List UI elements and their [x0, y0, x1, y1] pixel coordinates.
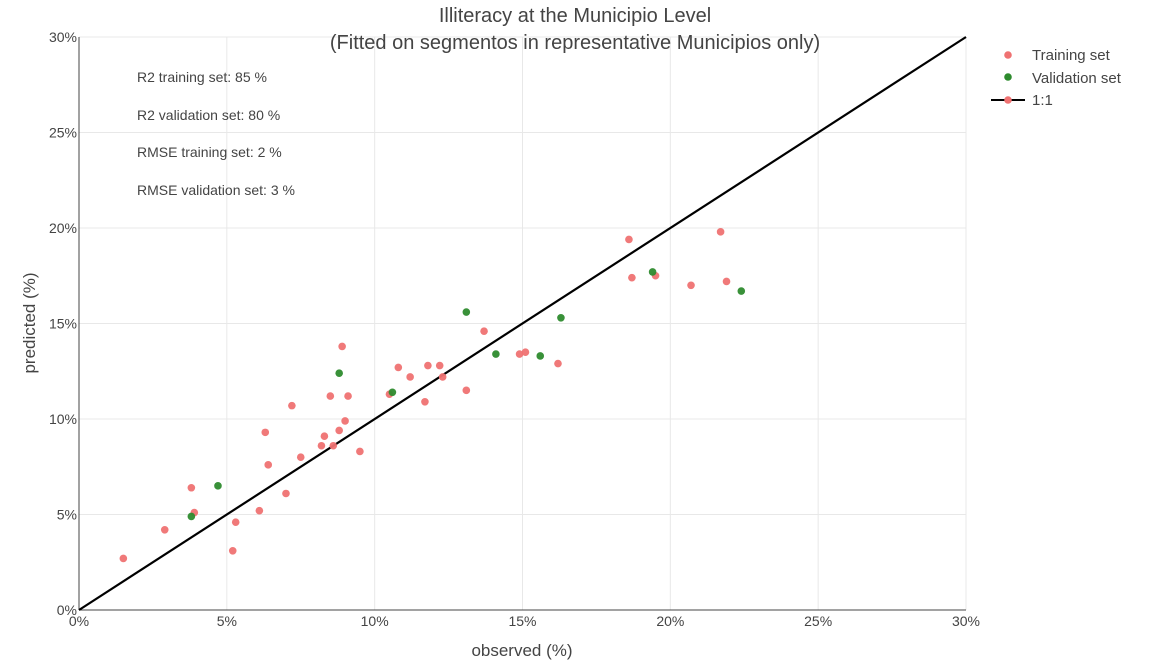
- annotation-r2-validation: R2 validation set: 80 %: [137, 107, 280, 123]
- training-point[interactable]: [320, 432, 329, 440]
- training-point[interactable]: [264, 461, 273, 469]
- training-point[interactable]: [255, 506, 264, 515]
- legend-label-one-to-one: 1:1: [1032, 92, 1053, 109]
- annotation-r2-training: R2 training set: 85 %: [137, 69, 267, 85]
- legend-item-validation[interactable]: Validation set: [1004, 70, 1122, 87]
- validation-point[interactable]: [557, 313, 565, 322]
- x-tick-label: 20%: [656, 613, 684, 629]
- legend-marker-training: [1004, 51, 1012, 59]
- training-point[interactable]: [187, 483, 196, 492]
- validation-point[interactable]: [388, 388, 397, 397]
- training-point[interactable]: [406, 373, 414, 381]
- y-axis-title: predicted (%): [20, 272, 39, 373]
- legend-label-validation: Validation set: [1032, 70, 1122, 87]
- x-tick-label: 5%: [217, 613, 237, 629]
- training-point[interactable]: [329, 441, 338, 450]
- training-point[interactable]: [438, 373, 447, 381]
- training-point[interactable]: [119, 554, 128, 563]
- validation-point[interactable]: [737, 287, 746, 295]
- validation-point[interactable]: [536, 352, 545, 360]
- y-tick-label: 20%: [49, 220, 77, 236]
- training-point[interactable]: [317, 441, 326, 450]
- training-point[interactable]: [480, 327, 488, 335]
- training-point[interactable]: [326, 392, 335, 400]
- training-point[interactable]: [261, 428, 270, 437]
- training-point[interactable]: [462, 386, 471, 395]
- training-point[interactable]: [296, 453, 305, 462]
- one-to-one-line: [78, 36, 967, 611]
- training-point[interactable]: [435, 361, 444, 370]
- training-point[interactable]: [687, 281, 695, 290]
- x-tick-label: 15%: [508, 613, 536, 629]
- legend-label-training: Training set: [1032, 47, 1111, 64]
- training-point[interactable]: [421, 398, 429, 406]
- chart-title: Illiteracy at the Municipio Level: [439, 5, 711, 27]
- validation-point[interactable]: [187, 512, 196, 521]
- training-point[interactable]: [625, 235, 633, 244]
- training-point[interactable]: [356, 447, 364, 456]
- y-tick-label: 15%: [49, 316, 77, 332]
- validation-point[interactable]: [335, 369, 343, 377]
- x-tick-label: 0%: [69, 613, 89, 629]
- annotation-rmse-training: RMSE training set: 2 %: [137, 144, 282, 160]
- validation-point[interactable]: [648, 268, 657, 276]
- training-point[interactable]: [716, 228, 725, 236]
- y-tick-label: 5%: [57, 507, 77, 523]
- y-tick-label: 0%: [57, 602, 77, 618]
- legend-marker-one-to-one: [1004, 96, 1012, 104]
- chart-subtitle: (Fitted on segmentos in representative M…: [330, 32, 820, 54]
- training-point[interactable]: [515, 350, 524, 358]
- line-layer: [78, 36, 967, 611]
- training-point[interactable]: [628, 273, 636, 282]
- y-tick-label: 30%: [49, 29, 77, 45]
- validation-point[interactable]: [492, 350, 500, 358]
- training-point[interactable]: [160, 525, 169, 534]
- training-point[interactable]: [424, 361, 432, 370]
- training-point[interactable]: [282, 489, 290, 498]
- annotation-rmse-validation: RMSE validation set: 3 %: [137, 182, 295, 198]
- training-point[interactable]: [554, 359, 562, 368]
- x-tick-label: 30%: [952, 613, 980, 629]
- legend: Training set Validation set 1:1: [991, 47, 1122, 109]
- training-point[interactable]: [394, 363, 403, 372]
- points-layer: [119, 228, 746, 563]
- legend-item-one-to-one[interactable]: 1:1: [991, 92, 1053, 109]
- y-tick-label: 25%: [49, 125, 77, 141]
- training-point[interactable]: [521, 348, 530, 356]
- axes-layer: [78, 37, 966, 611]
- ticks-layer: 0% 5% 10% 15% 20% 25% 30% 0% 5% 10% 15% 20% 25% 30%: [49, 29, 980, 629]
- x-tick-label: 10%: [361, 613, 389, 629]
- training-point[interactable]: [341, 417, 349, 425]
- training-point[interactable]: [231, 518, 240, 526]
- legend-item-training[interactable]: Training set: [1004, 47, 1111, 64]
- validation-point[interactable]: [214, 482, 222, 490]
- training-point[interactable]: [288, 401, 296, 410]
- training-point[interactable]: [344, 392, 352, 400]
- legend-marker-validation: [1004, 73, 1012, 81]
- x-axis-title: observed (%): [471, 641, 572, 660]
- training-point[interactable]: [722, 277, 731, 286]
- y-tick-label: 10%: [49, 411, 77, 427]
- training-point[interactable]: [228, 546, 237, 555]
- training-point[interactable]: [335, 426, 343, 435]
- validation-point[interactable]: [462, 308, 471, 316]
- training-point[interactable]: [338, 342, 346, 351]
- x-tick-label: 25%: [804, 613, 832, 629]
